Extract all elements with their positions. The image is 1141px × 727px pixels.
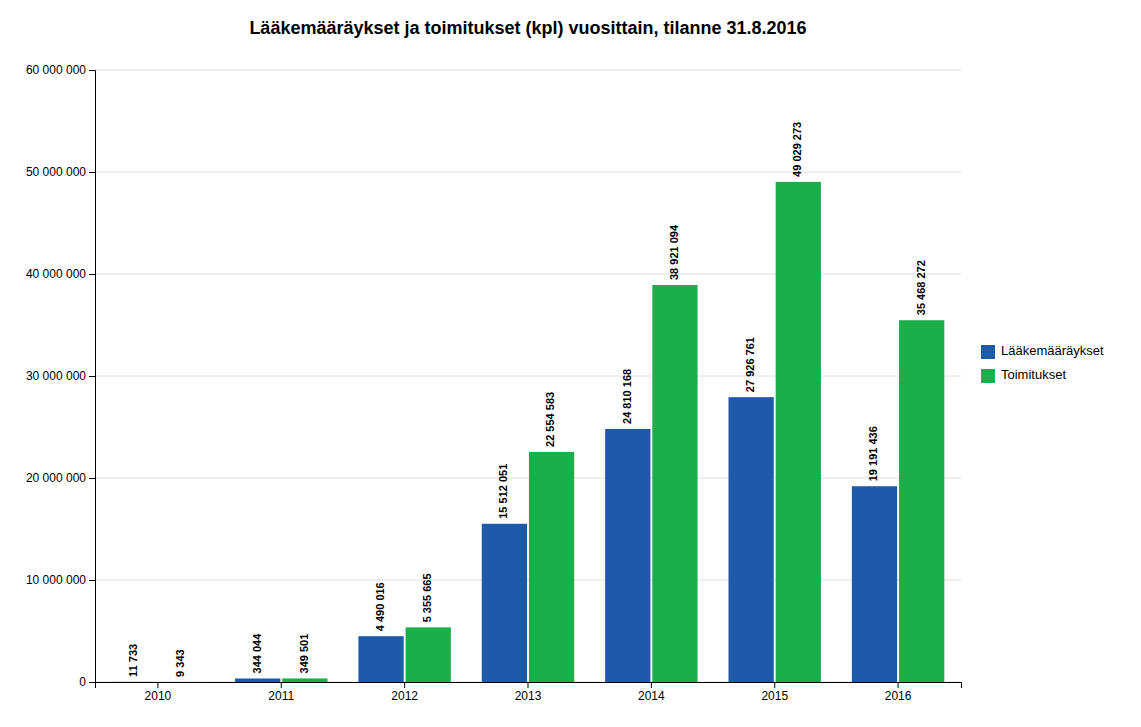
tick-mark xyxy=(157,682,158,688)
y-tick: 60 000 000 xyxy=(26,63,95,77)
bar xyxy=(282,678,327,682)
tick-mark xyxy=(89,274,95,275)
tick-label: 10 000 000 xyxy=(26,573,86,587)
legend-item: Lääkemääräykset xyxy=(981,343,1104,359)
data-label: 11 733 xyxy=(127,644,139,677)
tick-label: 2011 xyxy=(268,689,294,703)
title: Lääkemääräykset ja toimitukset (kpl) vuo… xyxy=(249,18,806,38)
tick-label: 30 000 000 xyxy=(26,369,86,383)
y-tick: 10 000 000 xyxy=(26,573,95,587)
tick-label: 2013 xyxy=(515,689,542,703)
tick-mark xyxy=(528,682,529,688)
y-tick: 30 000 000 xyxy=(26,369,95,383)
x-axis: 2010 2011 2012 2013 2014 2015 2016 xyxy=(96,682,962,703)
tick-mark xyxy=(89,70,95,71)
tick-label: 60 000 000 xyxy=(26,63,86,77)
grid-line xyxy=(95,274,961,275)
y-tick: 50 000 000 xyxy=(26,165,95,179)
x-tick: 2010 xyxy=(145,682,172,703)
tick-label: 0 xyxy=(79,675,86,689)
tick-mark xyxy=(89,682,95,683)
tick-label: 20 000 000 xyxy=(26,471,86,485)
bar xyxy=(482,524,527,682)
tick-label: 2016 xyxy=(885,689,912,703)
bar xyxy=(899,320,944,682)
data-labels: 11 733 344 044 4 490 016 15 512 051 24 810 1… xyxy=(127,122,926,677)
tick-label: 2014 xyxy=(638,689,665,703)
tick-label: 2012 xyxy=(391,689,418,703)
y-axis: 0 10 000 000 20 000 000 30 000 000 40 000 00… xyxy=(26,63,96,689)
legend-swatch xyxy=(981,345,995,359)
legend: Lääkemääräykset Toimitukset xyxy=(981,343,1104,383)
bar xyxy=(159,681,204,682)
grid xyxy=(95,70,961,682)
x-tick: 2014 xyxy=(638,682,665,703)
data-label: 349 501 xyxy=(298,634,310,674)
tick-mark xyxy=(774,682,775,688)
legend-item: Toimitukset xyxy=(981,367,1066,383)
data-label: 35 468 272 xyxy=(915,260,927,315)
tick-mark xyxy=(89,478,95,479)
grid-line xyxy=(95,478,961,479)
bar xyxy=(652,285,697,682)
bar xyxy=(776,182,821,682)
bar xyxy=(235,678,280,682)
legend-label: Toimitukset xyxy=(1001,367,1066,382)
grid-line xyxy=(95,172,961,173)
data-label: 19 191 436 xyxy=(867,426,879,481)
legend-label: Lääkemääräykset xyxy=(1001,343,1104,358)
data-label: 5 355 665 xyxy=(421,573,433,622)
tick-mark xyxy=(89,580,95,581)
x-tick: 2011 xyxy=(268,682,294,703)
data-label: 27 926 761 xyxy=(744,337,756,392)
data-label: 15 512 051 xyxy=(497,464,509,519)
bars xyxy=(112,182,945,682)
tick-mark xyxy=(651,682,652,688)
data-label: 22 554 583 xyxy=(544,392,556,447)
y-tick: 40 000 000 xyxy=(26,267,95,281)
x-tick: 2016 xyxy=(885,682,912,703)
tick-label: 2010 xyxy=(145,689,172,703)
tick-label: 2015 xyxy=(761,689,788,703)
x-tick: 2012 xyxy=(391,682,418,703)
grid-line xyxy=(95,580,961,581)
legend-swatch xyxy=(981,369,995,383)
data-label: 9 343 xyxy=(174,649,186,677)
plot: 0 10 000 000 20 000 000 30 000 000 40 000 00… xyxy=(26,63,962,702)
tick-mark xyxy=(281,682,282,688)
x-tick: 2013 xyxy=(515,682,542,703)
y-tick: 0 xyxy=(79,675,95,689)
grid-line xyxy=(95,376,961,377)
axis-domain xyxy=(96,683,962,689)
tick-mark xyxy=(898,682,899,688)
bar xyxy=(406,627,451,682)
axis-domain xyxy=(89,71,96,683)
tick-mark xyxy=(404,682,405,688)
bar xyxy=(529,452,574,682)
bar xyxy=(358,636,403,682)
data-label: 344 044 xyxy=(251,633,263,674)
data-label: 24 810 168 xyxy=(621,369,633,424)
tick-label: 40 000 000 xyxy=(26,267,86,281)
tick-label: 50 000 000 xyxy=(26,165,86,179)
data-label: 4 490 016 xyxy=(374,582,386,631)
tick-mark xyxy=(89,376,95,377)
data-label: 49 029 273 xyxy=(791,122,803,177)
bar xyxy=(605,429,650,682)
data-label: 38 921 094 xyxy=(668,224,680,280)
y-tick: 20 000 000 xyxy=(26,471,95,485)
grid-line xyxy=(95,70,961,71)
chart: Lääkemääräykset ja toimitukset (kpl) vuo… xyxy=(0,0,1141,727)
tick-mark xyxy=(89,172,95,173)
x-tick: 2015 xyxy=(761,682,788,703)
bar xyxy=(852,486,897,682)
bar xyxy=(112,681,157,682)
bar xyxy=(728,397,773,682)
